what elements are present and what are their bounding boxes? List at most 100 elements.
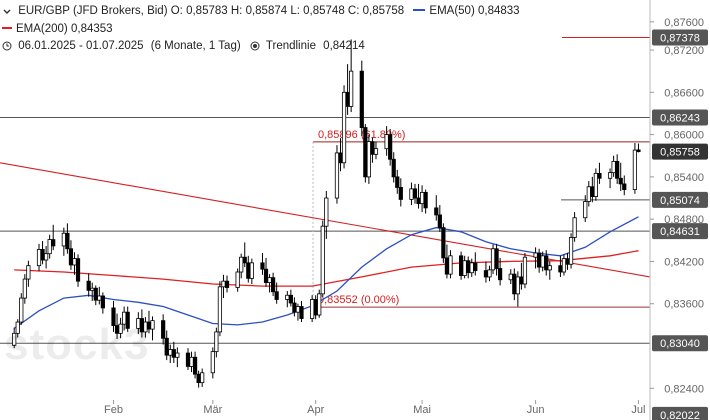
- candle-up: [44, 245, 49, 269]
- price-tick-label: 0,87200: [664, 45, 704, 57]
- candle-down: [51, 224, 56, 251]
- candle-down: [65, 223, 70, 254]
- candle-up: [366, 134, 371, 184]
- candle-up: [221, 274, 226, 299]
- candle-down: [544, 250, 549, 276]
- candle-body: [324, 197, 329, 227]
- candle-up: [341, 85, 347, 169]
- candle-up: [522, 252, 528, 289]
- price-axis: 0,876000,872000,866000,860000,854000,848…: [649, 0, 708, 420]
- trendline-visibility-icon[interactable]: [250, 40, 260, 51]
- time-tick-label: Feb: [104, 404, 123, 416]
- candle-body: [125, 311, 130, 329]
- candle-body: [189, 356, 194, 367]
- price-level-label: 0,83040: [660, 338, 700, 350]
- candle-body: [86, 280, 91, 291]
- price-level-label: 0,82022: [660, 410, 700, 420]
- candle-body: [409, 188, 414, 200]
- high-value: 0,85874: [245, 5, 288, 17]
- price-level-label: 0,85758: [660, 147, 700, 159]
- candle-body: [459, 255, 464, 276]
- candle-down: [111, 300, 116, 332]
- candle-up: [515, 271, 520, 307]
- candle-up: [200, 368, 205, 387]
- candle-up: [561, 254, 567, 276]
- candle-up: [47, 234, 52, 259]
- candle-down: [483, 261, 489, 283]
- candle-body: [483, 270, 489, 278]
- candle-body: [412, 188, 418, 199]
- candle-up: [508, 269, 513, 284]
- candle-body: [388, 134, 393, 160]
- candle-up: [469, 258, 474, 277]
- candle-up: [26, 260, 31, 287]
- candle-body: [249, 262, 254, 279]
- candle-body: [615, 160, 620, 179]
- candle-down: [636, 143, 641, 153]
- candle-up: [19, 293, 24, 325]
- candle-body: [597, 172, 602, 179]
- time-tick-label: Jun: [527, 404, 545, 416]
- candle-up: [490, 244, 496, 275]
- candle-body: [171, 349, 176, 358]
- price-tick-label: 0,87600: [664, 17, 704, 29]
- candle-up: [295, 303, 301, 321]
- candle-body: [26, 265, 31, 280]
- candle-body: [622, 183, 627, 190]
- candle-up: [611, 155, 616, 177]
- time-tick-label: Jul: [631, 404, 645, 416]
- price-tick-label: 0,82400: [664, 383, 704, 395]
- candle-body: [168, 349, 173, 356]
- candle-body: [590, 186, 595, 198]
- candle-body: [150, 320, 155, 330]
- candle-down: [185, 348, 191, 370]
- candle-body: [370, 141, 375, 155]
- time-axis: Feb Mär Apr Mai Jun Jul: [104, 400, 645, 416]
- candle-down: [345, 64, 350, 115]
- trendline-label: Trendlinie: [265, 40, 316, 52]
- candle-body: [288, 294, 293, 304]
- candle-up: [586, 181, 591, 207]
- candle-body: [285, 294, 290, 300]
- candle-up: [285, 291, 290, 308]
- price-level-badge: [652, 335, 708, 352]
- ema50-legend-item[interactable]: EMA(50) 0,84833: [413, 5, 520, 17]
- candle-body: [437, 214, 442, 229]
- candle-down: [171, 341, 176, 363]
- candle-body: [490, 248, 496, 271]
- candle-up: [547, 261, 552, 280]
- candle-body: [271, 277, 276, 293]
- ema200-line: [14, 250, 639, 287]
- candle-down: [519, 262, 524, 290]
- candle-down: [597, 162, 602, 184]
- candle-body: [164, 337, 169, 356]
- candle-body: [100, 295, 105, 309]
- collapse-chevron-icon[interactable]: [2, 5, 12, 15]
- candle-up: [189, 351, 194, 373]
- candle-body: [274, 291, 279, 300]
- candle-body: [345, 91, 350, 107]
- candle-body: [494, 248, 499, 269]
- candle-down: [622, 175, 627, 196]
- candle-body: [51, 239, 56, 247]
- candle-up: [462, 255, 467, 279]
- candle-up: [214, 327, 219, 358]
- candle-up: [583, 195, 588, 222]
- legend-row-ohlc: EUR/GBP (JFD Brokers, Bid) O: 0,85783 H:…: [2, 3, 520, 19]
- ema200-legend-item[interactable]: EMA(200) 0,84353: [2, 21, 113, 37]
- candle-down: [416, 183, 421, 209]
- high-label: H:: [230, 5, 243, 17]
- candle-body: [469, 262, 474, 274]
- candle-body: [423, 191, 428, 209]
- candle-body: [540, 255, 545, 268]
- stock3-watermark: stock3: [4, 320, 150, 369]
- candle-down: [370, 137, 375, 163]
- candle-up: [572, 212, 577, 242]
- candle-body: [498, 268, 503, 281]
- candle-down: [615, 154, 620, 184]
- candle-down: [100, 292, 105, 314]
- candle-body: [200, 372, 205, 384]
- candle-down: [498, 257, 503, 286]
- ema50-line: [13, 216, 639, 329]
